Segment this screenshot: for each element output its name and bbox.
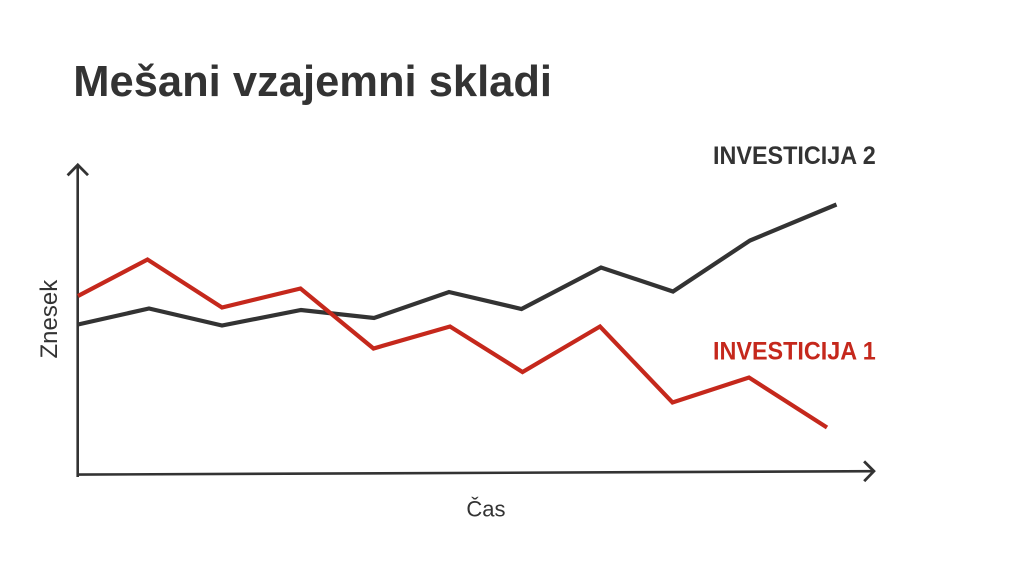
svg-text:Mešani vzajemni skladi: Mešani vzajemni skladi xyxy=(73,58,552,106)
svg-text:INVESTICIJA 2: INVESTICIJA 2 xyxy=(713,142,876,170)
svg-text:Znesek: Znesek xyxy=(36,279,63,359)
svg-text:Čas: Čas xyxy=(466,496,505,521)
svg-text:INVESTICIJA 1: INVESTICIJA 1 xyxy=(713,338,876,366)
